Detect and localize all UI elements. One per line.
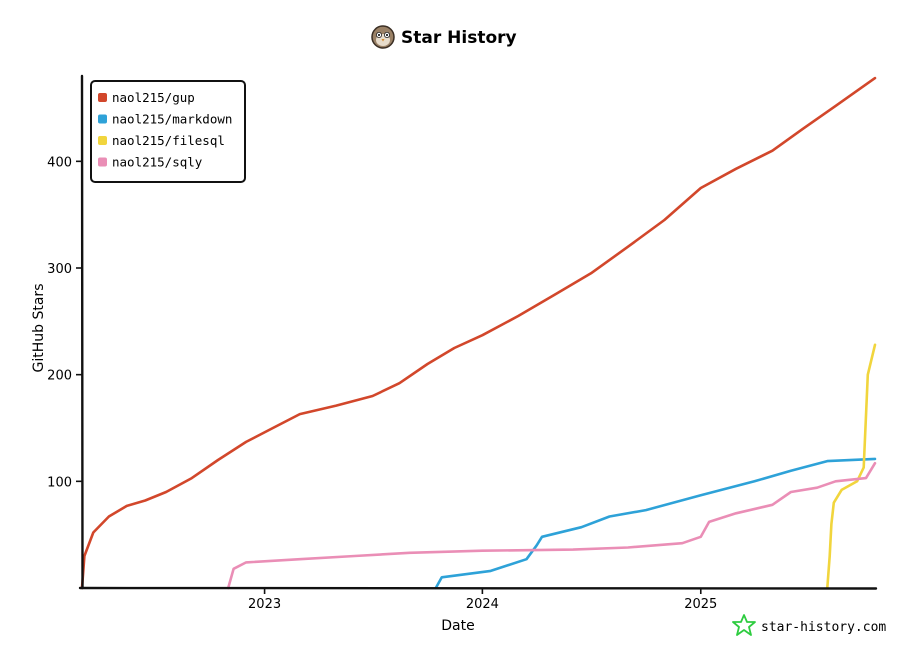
legend-label-2: naol215/filesql [112,133,225,148]
legend: naol215/gup naol215/markdown naol215/files… [90,80,246,183]
legend-items: naol215/gup naol215/markdown naol215/files… [98,90,232,170]
legend-box [90,80,246,183]
star-history-logo-icon [371,25,395,49]
legend-label-3: naol215/sqly [112,155,203,170]
x-axis-line [78,586,878,590]
series-line-1 [434,457,877,590]
x-tick-label-1: 2024 [466,597,499,612]
x-tick-label-2: 2025 [684,597,717,612]
series-layer [80,76,877,590]
series-line-3 [226,461,877,590]
y-tick-label-2: 300 [47,262,72,277]
legend-swatch-3 [98,157,107,167]
legend-label-0: naol215/gup [112,90,195,105]
legend-swatch-2 [98,136,107,145]
legend-label-1: naol215/markdown [112,112,232,127]
ticks-layer: 2023 2024 2025 100 200 300 400 [47,155,717,612]
watermark: star-history.com [732,614,886,636]
star-icon [732,614,756,636]
watermark-text: star-history.com [761,620,886,635]
legend-swatch-1 [98,114,107,124]
x-axis-label: Date [441,618,474,634]
y-tick-label-3: 400 [47,155,72,170]
legend-swatch-0 [98,93,107,102]
y-axis-label: GitHub Stars [31,284,47,373]
x-tick-label-0: 2023 [248,597,281,612]
y-axis-line [80,74,84,590]
chart-title: Star History [371,25,517,49]
y-tick-label-0: 100 [47,475,72,490]
series-line-0 [80,76,877,590]
series-line-2 [826,343,877,590]
axes [78,74,878,590]
chart-title-text: Star History [401,28,517,48]
y-tick-label-1: 200 [47,369,72,384]
